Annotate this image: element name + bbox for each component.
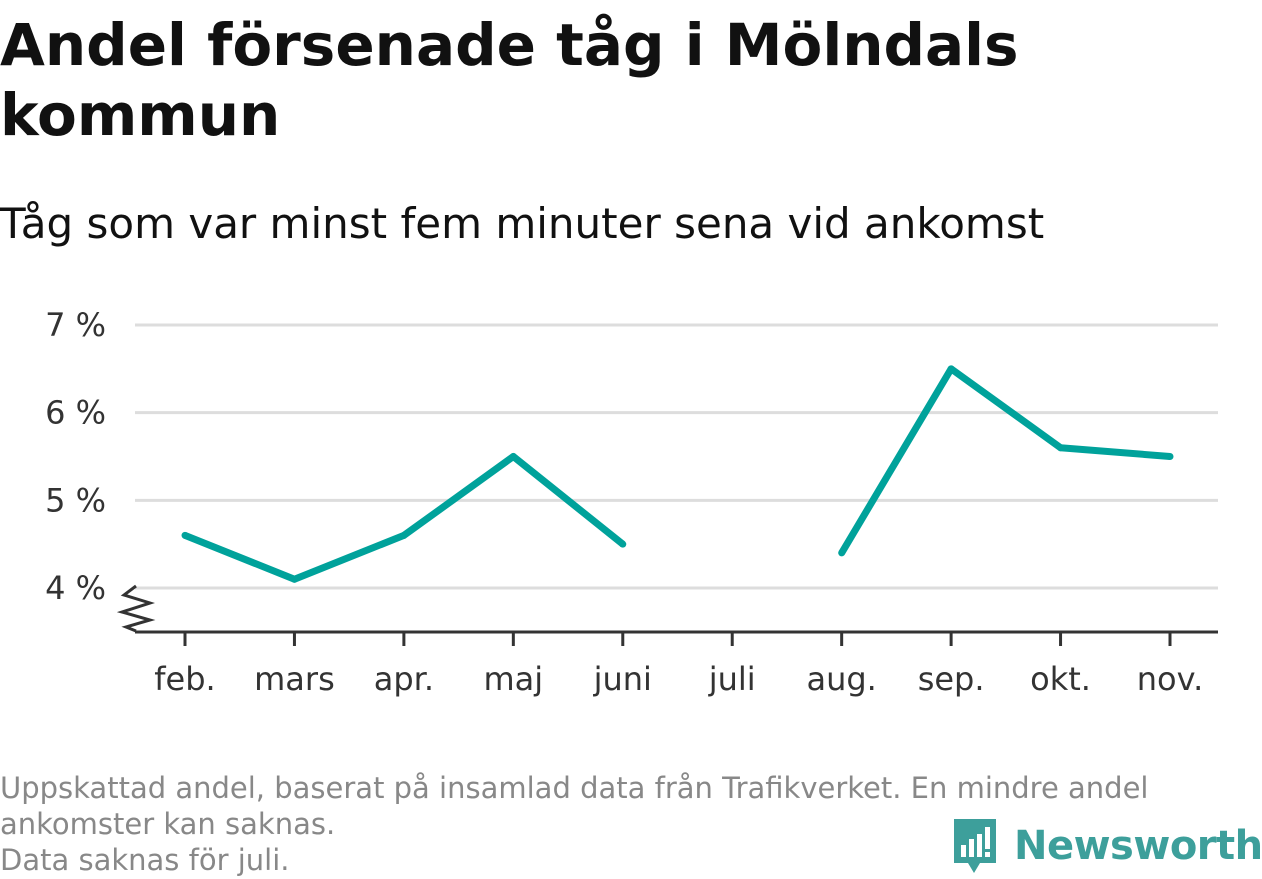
- footer-note: Uppskattad andel, baserat på insamlad da…: [0, 770, 1148, 878]
- series-line: [183, 453, 625, 583]
- newsworthy-logo-icon: [954, 819, 996, 873]
- brand-logo: Newsworthy: [950, 815, 1262, 877]
- x-tick-label: apr.: [374, 660, 434, 698]
- x-tick-label: maj: [483, 660, 543, 698]
- y-tick-label: 6 %: [45, 394, 106, 432]
- footer-note-line1: Uppskattad andel, baserat på insamlad da…: [0, 771, 1149, 805]
- footer-note-line3: Data saknas för juli.: [0, 843, 290, 877]
- x-tick-label: feb.: [154, 660, 215, 698]
- data-point: [181, 531, 189, 539]
- data-point: [838, 549, 846, 557]
- x-tick-label: aug.: [806, 660, 876, 698]
- y-tick-label: 5 %: [45, 481, 106, 519]
- data-point: [1166, 453, 1174, 460]
- y-tick-label: 4 %: [45, 569, 106, 607]
- footer-note-line2: ankomster kan saknas.: [0, 807, 336, 841]
- x-tick-label: sep.: [918, 660, 985, 698]
- x-tick-label: mars: [254, 660, 335, 698]
- data-point: [1057, 444, 1065, 452]
- x-tick-label: juni: [593, 660, 652, 698]
- data-point: [947, 365, 955, 373]
- axis-break-icon: [116, 584, 156, 633]
- x-tick-label: juli: [708, 660, 756, 698]
- x-tick-label: nov.: [1137, 660, 1203, 698]
- line-chart: 4 % 5 % 6 % 7 % feb. mars apr. maj juni juli aug. s…: [45, 306, 1218, 698]
- y-tick-label: 7 %: [45, 306, 106, 344]
- data-point: [290, 575, 298, 583]
- data-point: [509, 453, 517, 460]
- data-point: [400, 531, 408, 539]
- chart-subtitle: Tåg som var minst fem minuter sena vid a…: [0, 199, 1045, 248]
- x-tick-label: okt.: [1030, 660, 1091, 698]
- series-line: [838, 365, 1171, 555]
- chart-title: Andel försenade tåg i Mölndals kommun: [0, 11, 1019, 149]
- data-point: [619, 540, 627, 548]
- brand-name: Newsworthy: [1014, 823, 1262, 869]
